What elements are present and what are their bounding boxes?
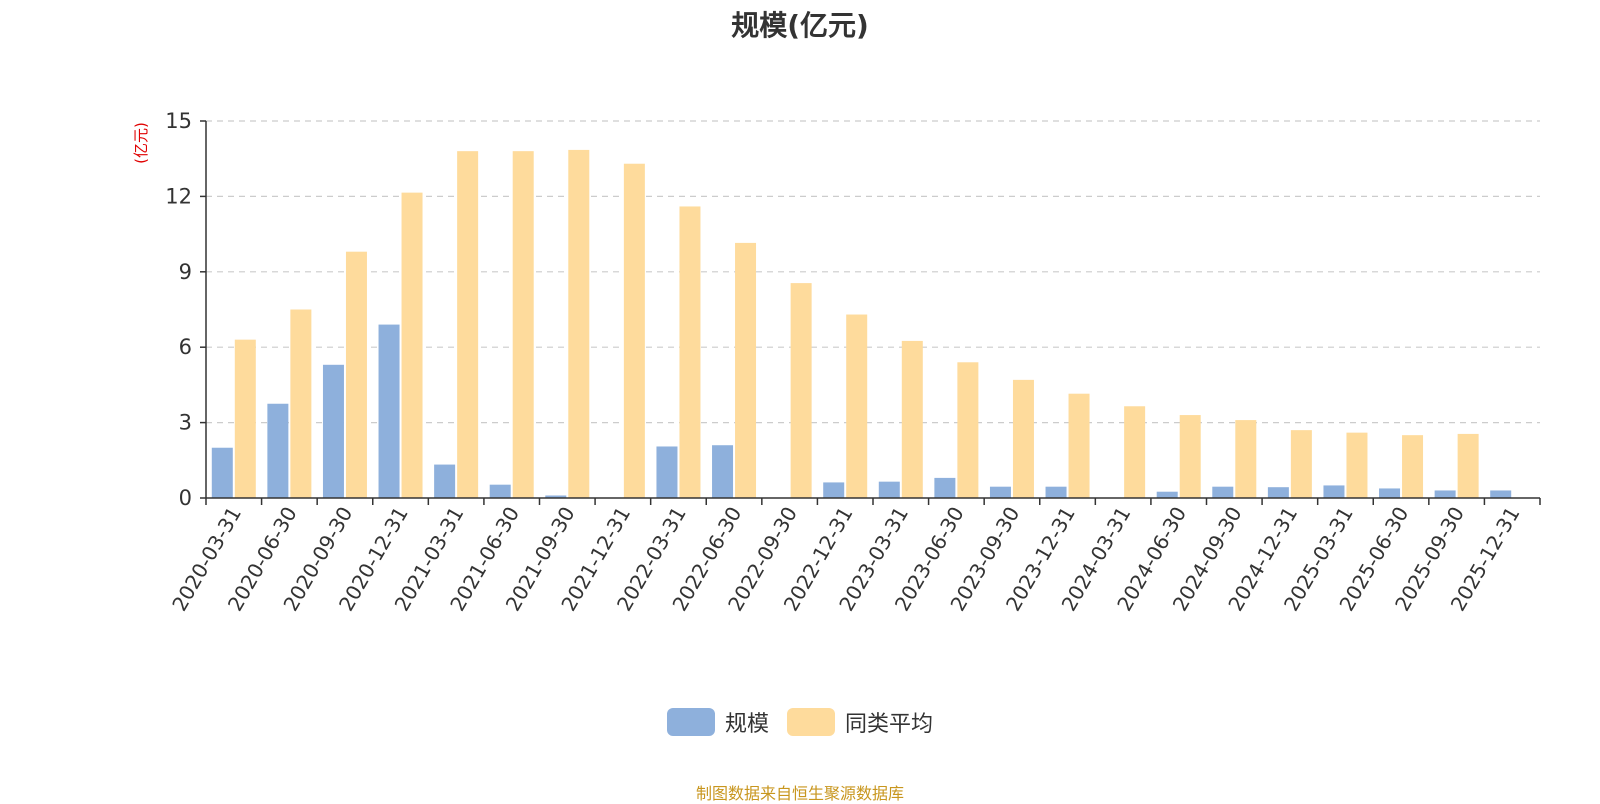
scale-bar bbox=[989, 486, 1011, 498]
legend-item-scale[interactable]: 规模 bbox=[666, 706, 769, 738]
peer-average-bar bbox=[345, 251, 367, 498]
peer-average-bar bbox=[679, 206, 701, 498]
y-tick-label: 0 bbox=[179, 486, 192, 510]
peer-average-bar bbox=[901, 340, 923, 498]
peer-average-bar bbox=[1012, 379, 1034, 498]
scale-bar bbox=[1323, 485, 1345, 498]
legend-swatch-peer-average bbox=[787, 708, 835, 736]
peer-average-bar bbox=[234, 339, 256, 498]
y-tick-label: 9 bbox=[179, 260, 192, 284]
peer-average-bar bbox=[735, 242, 757, 498]
scale-bar bbox=[545, 495, 567, 498]
scale-bar bbox=[823, 482, 845, 498]
scale-bar bbox=[656, 446, 678, 498]
peer-average-bar bbox=[846, 314, 868, 498]
peer-average-bar bbox=[1290, 430, 1312, 498]
legend-label-scale: 规模 bbox=[724, 712, 769, 737]
peer-average-bar bbox=[1346, 432, 1368, 498]
peer-average-bar bbox=[1402, 435, 1424, 498]
y-tick-label: 6 bbox=[179, 335, 192, 359]
peer-average-bar bbox=[1235, 420, 1257, 498]
y-tick-label: 3 bbox=[179, 411, 192, 435]
chart-title: 规模(亿元) bbox=[731, 9, 869, 42]
scale-bar bbox=[1490, 490, 1512, 498]
peer-average-bar bbox=[1179, 415, 1201, 498]
legend-item-peer-average[interactable]: 同类平均 bbox=[787, 706, 933, 738]
peer-average-bar bbox=[457, 151, 479, 498]
scale-bar bbox=[1156, 491, 1178, 498]
peer-average-bar bbox=[512, 151, 534, 498]
legend: 规模 同类平均 bbox=[0, 706, 1600, 738]
scale-bar bbox=[878, 481, 900, 498]
scale-bar bbox=[1434, 490, 1456, 498]
scale-bar bbox=[1267, 487, 1289, 498]
peer-average-bar bbox=[957, 362, 979, 498]
scale-bar bbox=[934, 477, 956, 498]
scale-bar bbox=[378, 324, 400, 498]
peer-average-bar bbox=[623, 163, 645, 498]
scale-bar bbox=[322, 364, 344, 498]
peer-average-bar bbox=[790, 283, 812, 498]
scale-bar bbox=[1045, 486, 1067, 498]
y-axis-label: (亿元) bbox=[132, 122, 150, 164]
scale-bar bbox=[267, 403, 289, 498]
scale-bar bbox=[489, 484, 511, 498]
scale-bar bbox=[1379, 488, 1401, 498]
peer-average-bar bbox=[1068, 393, 1090, 498]
peer-average-bar bbox=[1457, 433, 1479, 498]
peer-average-bar bbox=[401, 192, 423, 498]
legend-label-peer-average: 同类平均 bbox=[845, 712, 934, 737]
legend-swatch-scale bbox=[666, 708, 715, 736]
scale-bar bbox=[1212, 486, 1234, 498]
grid-lines bbox=[206, 120, 1540, 424]
bars bbox=[211, 149, 1512, 499]
scale-bar bbox=[434, 464, 456, 498]
scale-bar bbox=[712, 445, 734, 498]
source-note: 制图数据来自恒生聚源数据库 bbox=[695, 784, 904, 803]
peer-average-bar bbox=[290, 309, 312, 498]
peer-average-bar bbox=[568, 149, 590, 499]
y-tick-label: 12 bbox=[165, 184, 192, 208]
scale-bar bbox=[211, 447, 233, 498]
y-tick-label: 15 bbox=[165, 109, 192, 133]
peer-average-bar bbox=[1124, 406, 1146, 498]
